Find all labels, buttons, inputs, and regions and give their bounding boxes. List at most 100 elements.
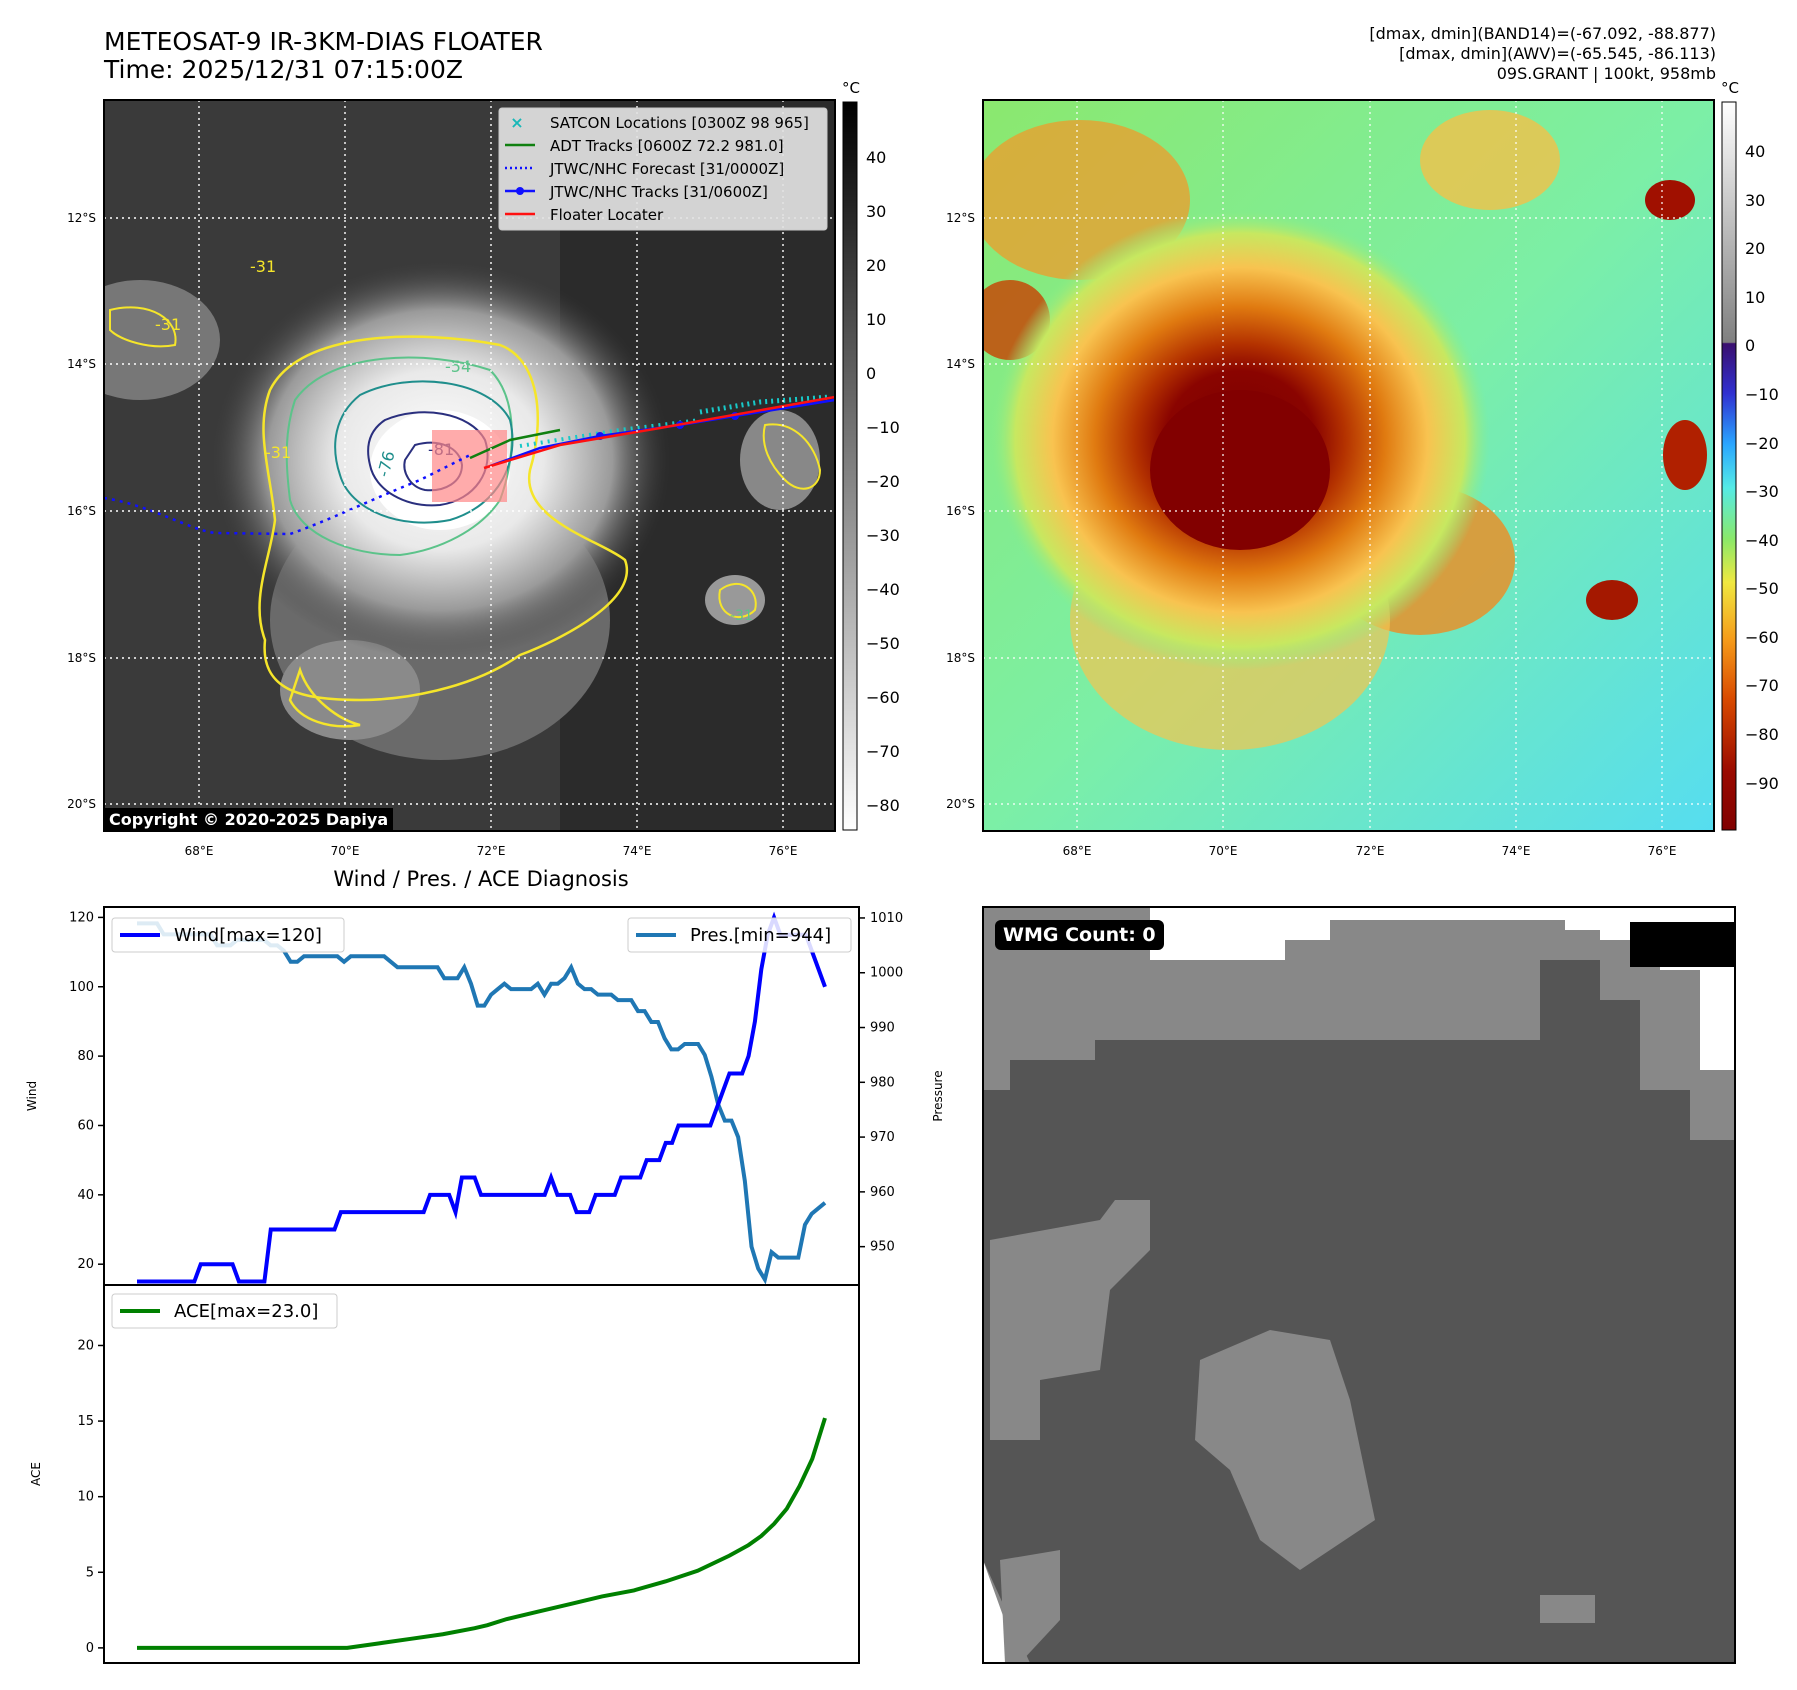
colorbar-tick: 10 — [1745, 288, 1765, 307]
colorbar-tick: −90 — [1745, 774, 1779, 793]
svg-text:×: × — [510, 113, 523, 132]
ace-legend-label: ACE[max=23.0] — [174, 1301, 318, 1322]
lat-label: 16°S — [946, 504, 975, 518]
colorbar-tick: 40 — [866, 148, 886, 167]
pressure-tick-label: 1000 — [870, 966, 903, 981]
lat-label: 12°S — [67, 211, 96, 225]
colorbar-tick: 20 — [1745, 239, 1765, 258]
pressure-tick-label: 970 — [870, 1130, 895, 1145]
lon-label: 76°E — [769, 844, 798, 858]
contour-teal — [334, 380, 514, 524]
colorbar-tick: −50 — [1745, 579, 1779, 598]
wind-tick-label: 20 — [77, 1257, 94, 1272]
colorbar-tick: −70 — [866, 742, 900, 761]
colorbar-tick: 40 — [1745, 142, 1765, 161]
contour-label: -31 — [155, 315, 181, 334]
wind-legend: Wind[max=120] — [111, 917, 345, 953]
pressure-legend-label: Pres.[min=944] — [690, 925, 831, 946]
ir-colorbar: °C 40 30 20 10 0 −10 −20 −30 −40 −50 −60… — [842, 79, 900, 831]
colorbar-tick: −50 — [866, 634, 900, 653]
colorbar-tick: −70 — [1745, 676, 1779, 695]
lat-label: 20°S — [67, 797, 96, 811]
contour-green — [285, 356, 513, 557]
diagnosis-title: Wind / Pres. / ACE Diagnosis — [333, 867, 628, 891]
pressure-y-ticks: 950 960 970 980 990 1000 1010 — [859, 911, 903, 1255]
lat-label: 14°S — [946, 357, 975, 371]
ace-y-ticks: 0 5 10 15 20 — [77, 1338, 104, 1656]
wind-pressure-chart: Wind Pressure 20 40 60 80 100 120 950 960 970 98… — [25, 906, 945, 1286]
figure-title-line1: METEOSAT-9 IR-3KM-DIAS FLOATER — [104, 27, 543, 56]
colorbar-unit: °C — [842, 79, 860, 97]
color-colorbar-ticks: 40 30 20 10 0 −10 −20 −30 −40 −50 −60 −7… — [1745, 142, 1779, 793]
contour-navy — [367, 411, 489, 507]
contour-label: -54 — [445, 357, 471, 376]
lon-label: 68°E — [1063, 844, 1092, 858]
ace-series-line — [137, 1417, 827, 1650]
adt-track — [469, 428, 561, 460]
legend-floater: Floater Locater — [550, 206, 664, 224]
color-axis-labels: 12°S 14°S 16°S 18°S 20°S 68°E 70°E 72°E … — [946, 211, 1676, 858]
lat-label: 18°S — [946, 651, 975, 665]
wmg-count-badge: WMG Count: 0 — [995, 920, 1164, 950]
colorbar-tick: 0 — [866, 364, 876, 383]
pressure-tick-label: 990 — [870, 1021, 895, 1036]
pressure-axis-label: Pressure — [931, 1070, 945, 1121]
contour-label: -31 — [250, 257, 276, 276]
lat-label: 18°S — [67, 651, 96, 665]
colorbar-tick: −40 — [866, 580, 900, 599]
colorbar-tick: −60 — [1745, 628, 1779, 647]
copyright-badge: Copyright © 2020-2025 Dapiya — [104, 808, 394, 831]
wind-tick-label: 80 — [77, 1049, 94, 1064]
info-line2: [dmax, dmin](AWV)=(-65.545, -86.113) — [1399, 44, 1716, 63]
color-gridlines — [983, 100, 1714, 831]
colorbar-tick: −20 — [866, 472, 900, 491]
pressure-tick-label: 960 — [870, 1185, 895, 1200]
info-line1: [dmax, dmin](BAND14)=(-67.092, -88.877) — [1369, 24, 1716, 43]
pressure-tick-label: 1010 — [870, 911, 903, 926]
wind-tick-label: 120 — [69, 910, 94, 925]
lon-label: 74°E — [623, 844, 652, 858]
colorbar-tick: 0 — [1745, 336, 1755, 355]
colorbar-tick: 30 — [1745, 191, 1765, 210]
lon-label: 72°E — [1356, 844, 1385, 858]
lon-label: 72°E — [477, 844, 506, 858]
ir-map-panel: -31 -31 -31 -54 -76 -81 -31 — [103, 99, 836, 832]
color-map-panel — [982, 99, 1715, 832]
wind-y-ticks: 20 40 60 80 100 120 — [69, 910, 104, 1272]
pressure-legend: Pres.[min=944] — [627, 917, 852, 953]
colorbar-tick: 30 — [866, 202, 886, 221]
floater-track — [483, 395, 835, 470]
lat-label: 20°S — [946, 797, 975, 811]
color-map-image — [983, 100, 1714, 831]
ace-tick-label: 15 — [77, 1414, 94, 1429]
ace-legend: ACE[max=23.0] — [111, 1293, 338, 1329]
ace-tick-label: 10 — [77, 1490, 94, 1505]
ir-colorbar-ticks: 40 30 20 10 0 −10 −20 −30 −40 −50 −60 −7… — [866, 148, 900, 815]
lat-label: 16°S — [67, 504, 96, 518]
colorbar-tick: −80 — [1745, 725, 1779, 744]
legend-satcon: SATCON Locations [0300Z 98 965] — [550, 114, 809, 132]
contour-label: -31 — [265, 443, 291, 462]
colorbar-tick: −10 — [866, 418, 900, 437]
contour-label: -31 — [730, 608, 753, 624]
color-colorbar: °C 40 30 20 10 0 −10 −20 −30 −40 −50 −60… — [1721, 79, 1779, 831]
wmg-panel — [982, 906, 1736, 1664]
lon-label: 70°E — [331, 844, 360, 858]
colorbar-tick: −20 — [1745, 434, 1779, 453]
wind-series-line — [137, 911, 827, 1284]
colorbar-tick: 10 — [866, 310, 886, 329]
satcon-points — [699, 394, 831, 415]
floater-box — [432, 430, 507, 502]
info-line3: 09S.GRANT | 100kt, 958mb — [1496, 64, 1716, 83]
legend-jtwc: JTWC/NHC Tracks [31/0600Z] — [549, 183, 768, 201]
pressure-tick-label: 950 — [870, 1240, 895, 1255]
lat-label: 14°S — [67, 357, 96, 371]
colorbar-tick: −80 — [866, 796, 900, 815]
figure-info: [dmax, dmin](BAND14)=(-67.092, -88.877) … — [1369, 24, 1716, 84]
wind-tick-label: 40 — [77, 1188, 94, 1203]
contour-yellow-outer — [258, 335, 629, 702]
ir-axis-labels: 12°S 14°S 16°S 18°S 20°S 68°E 70°E 72°E … — [67, 211, 797, 858]
lat-label: 12°S — [946, 211, 975, 225]
wind-tick-label: 100 — [69, 980, 94, 995]
